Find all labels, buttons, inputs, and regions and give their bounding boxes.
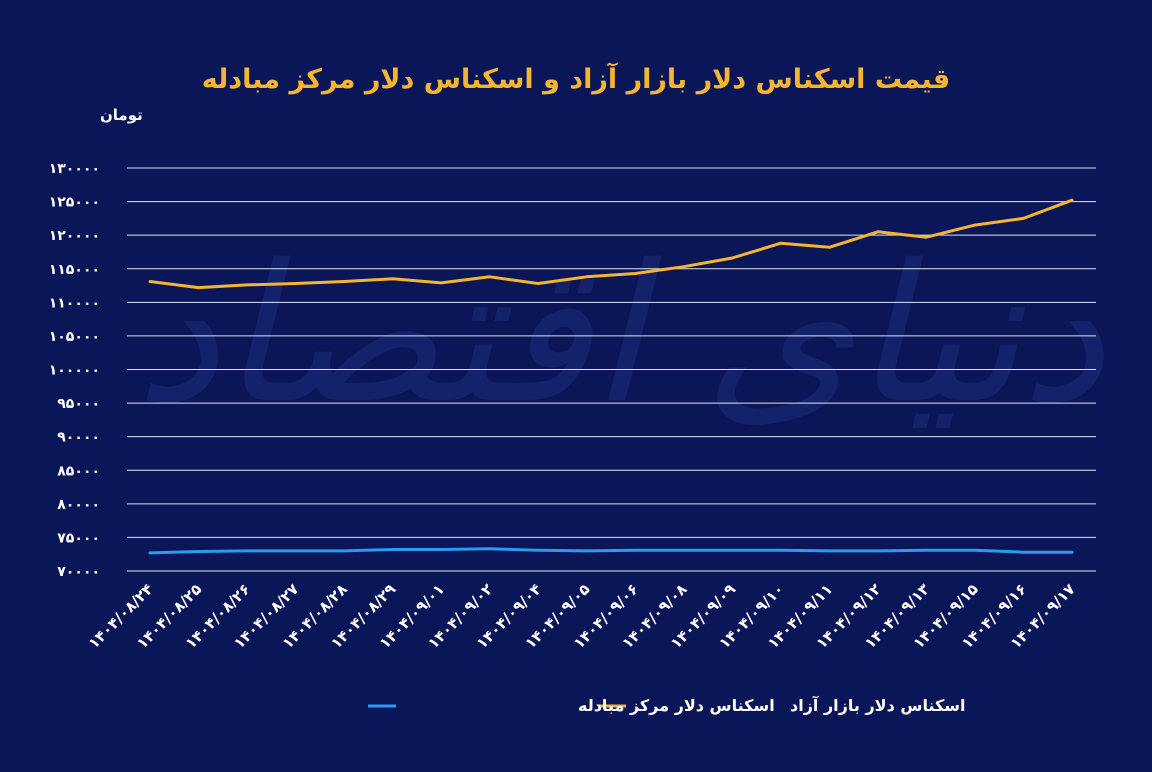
legend-label-free-market: اسکناس دلار بازار آزاد xyxy=(790,695,966,715)
y-tick-label: ۸۰۰۰۰ xyxy=(57,497,100,513)
legend: اسکناس دلار بازار آزاد اسکناس دلار مرکز … xyxy=(368,695,966,715)
y-tick-label: ۱۱۵۰۰۰ xyxy=(49,262,100,278)
y-tick-label: ۱۲۰۰۰۰ xyxy=(49,228,100,244)
y-tick-label: ۷۰۰۰۰ xyxy=(57,564,100,580)
y-tick-label: ۸۵۰۰۰ xyxy=(57,463,100,479)
legend-label-exchange-center: اسکناس دلار مرکز مبادله xyxy=(578,696,775,715)
chart-title: قیمت اسکناس دلار بازار آزاد و اسکناس دلا… xyxy=(202,62,950,95)
y-tick-label: ۹۵۰۰۰ xyxy=(57,396,100,412)
y-tick-label: ۱۱۰۰۰۰ xyxy=(49,295,100,311)
y-tick-label: ۱۰۰۰۰۰ xyxy=(49,363,100,379)
y-tick-label: ۹۰۰۰۰ xyxy=(57,430,100,446)
y-axis-unit-label: تومان xyxy=(100,106,143,124)
y-tick-label: ۱۳۰۰۰۰ xyxy=(49,161,100,177)
watermark-logo: دنیای اقتصاد xyxy=(135,224,1105,445)
y-axis-ticks: ۷۰۰۰۰ ۷۵۰۰۰ ۸۰۰۰۰ ۸۵۰۰۰ ۹۰۰۰۰ ۹۵۰۰۰ ۱۰۰۰۰۰ ۱۰۵۰… xyxy=(49,161,100,580)
series-line-exchange-center xyxy=(150,549,1072,553)
y-tick-label: ۷۵۰۰۰ xyxy=(57,530,100,546)
y-tick-label: ۱۰۵۰۰۰ xyxy=(49,329,100,345)
legend-item-exchange-center: اسکناس دلار مرکز مبادله xyxy=(368,696,775,715)
x-axis-ticks: ۱۴۰۴/۰۸/۲۴۱۴۰۴/۰۸/۲۵۱۴۰۴/۰۸/۲۶۱۴۰۴/۰۸/۲۷… xyxy=(85,580,1079,652)
y-tick-label: ۱۲۵۰۰۰ xyxy=(49,195,100,211)
